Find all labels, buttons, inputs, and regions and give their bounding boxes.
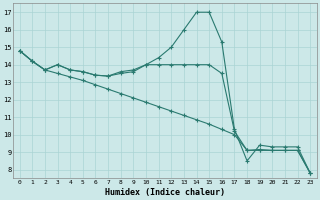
X-axis label: Humidex (Indice chaleur): Humidex (Indice chaleur) — [105, 188, 225, 197]
